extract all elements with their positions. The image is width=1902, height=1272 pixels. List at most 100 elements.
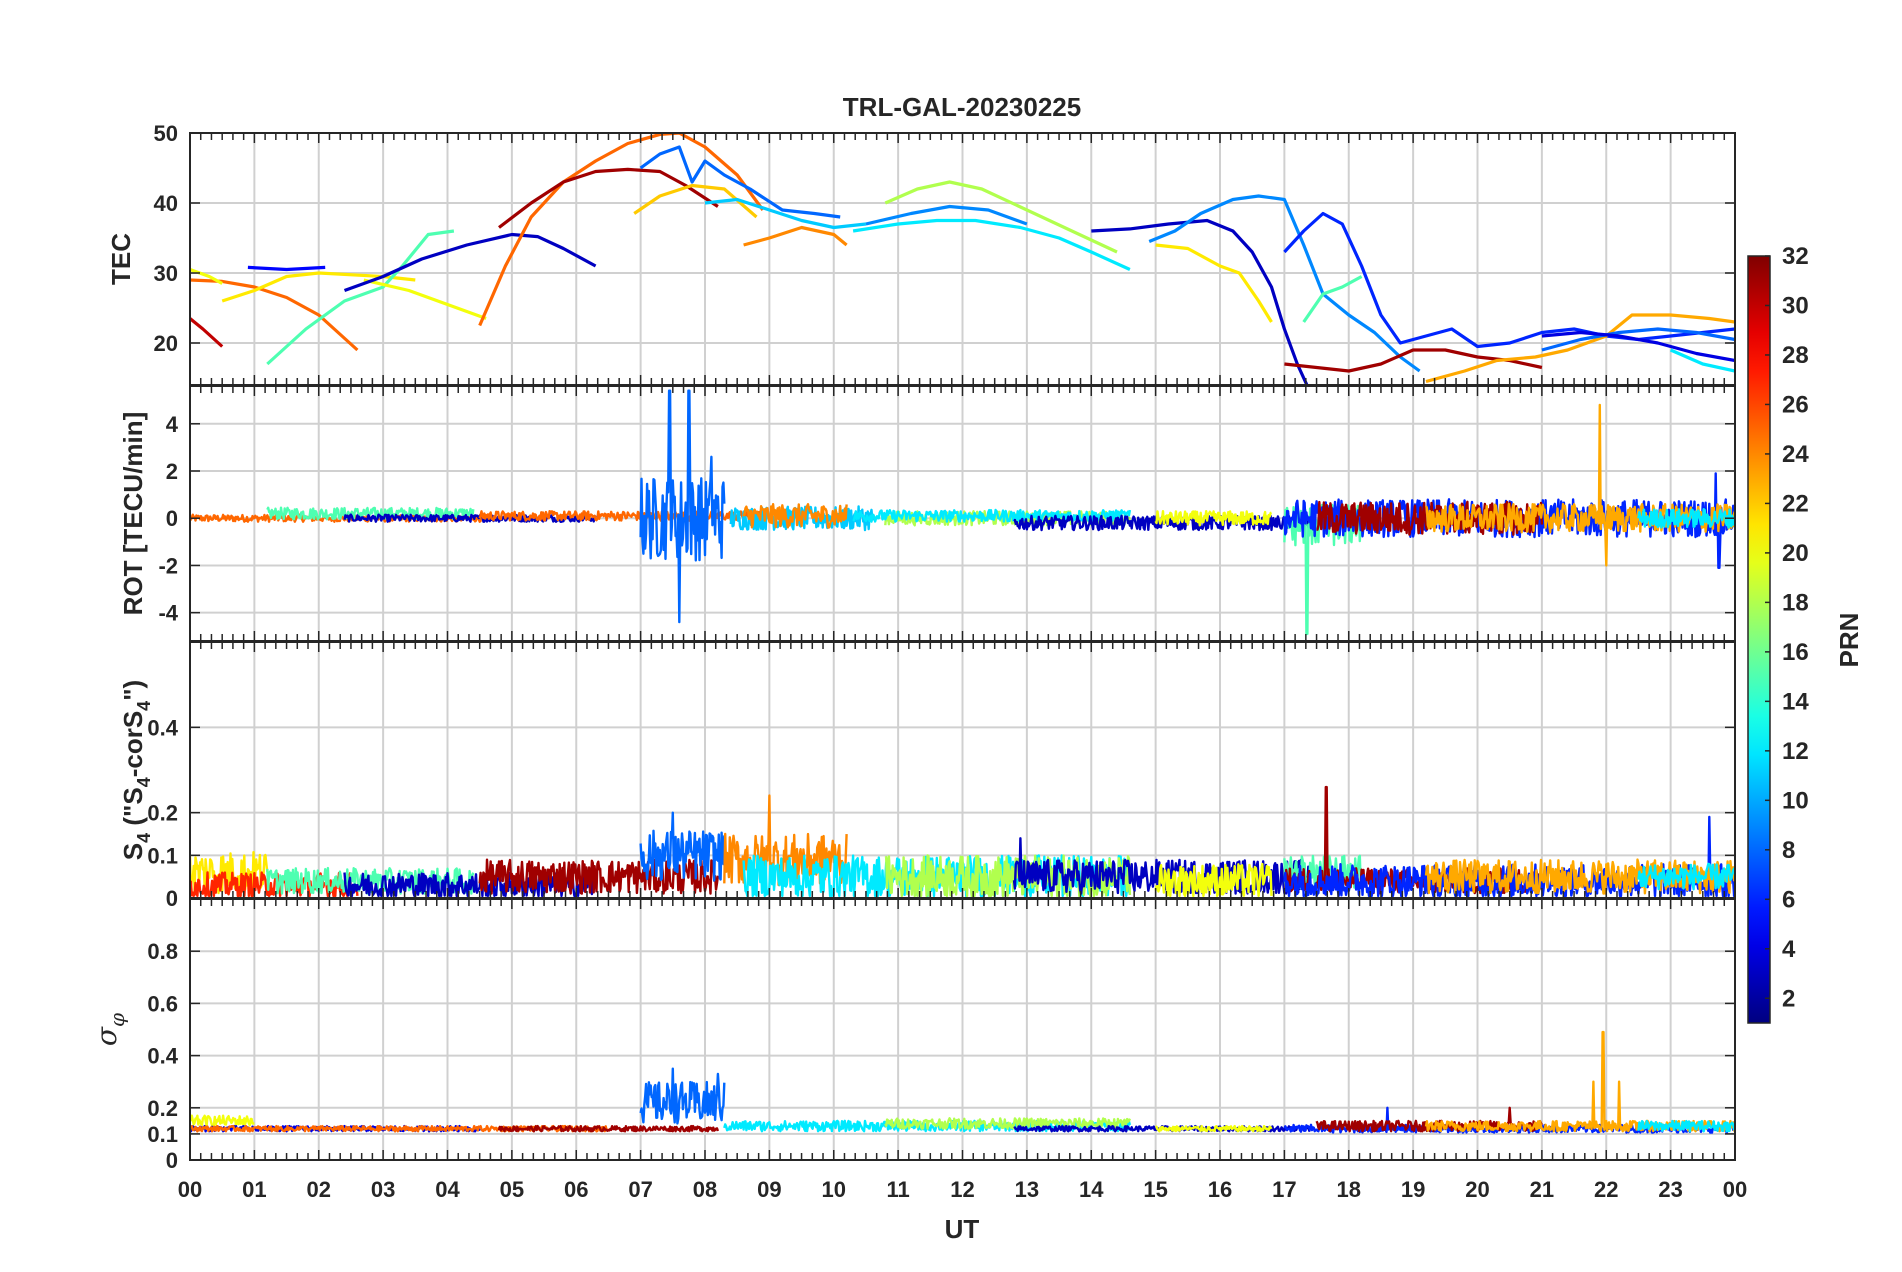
series-line-prn-12 — [1637, 862, 1735, 891]
x-tick-label: 02 — [307, 1177, 331, 1202]
y-tick-label: 0.4 — [147, 1044, 178, 1069]
series-line-prn-18 — [884, 854, 1132, 898]
colorbar-tick-label: 4 — [1782, 936, 1796, 963]
colorbar-bar — [1747, 255, 1771, 1024]
y-axis-label-part: σ — [90, 1026, 123, 1046]
x-tick-label: 05 — [500, 1177, 524, 1202]
colorbar-tick-label: 8 — [1782, 837, 1795, 864]
y-tick-label: 4 — [166, 412, 179, 437]
x-tick-label: 03 — [371, 1177, 395, 1202]
series-line-prn-20 — [190, 267, 223, 285]
y-axis-label-part: 4 — [134, 701, 154, 711]
y-axis-label: ROT [TECU/min] — [118, 412, 148, 616]
colorbar-tick-label: 22 — [1782, 490, 1809, 517]
x-tick-label: 23 — [1658, 1177, 1682, 1202]
colorbar-tick-label: 28 — [1782, 342, 1809, 369]
series-line-prn-15 — [266, 506, 475, 521]
series-line-prn-20 — [1154, 862, 1273, 898]
panel-tec: 20 30 40 50 TEC — [106, 121, 1736, 386]
x-tick-label: 04 — [435, 1177, 460, 1202]
colorbar-label: PRN — [1834, 613, 1864, 668]
series-line-prn-31 — [498, 167, 719, 229]
series-line-prn-23 — [1424, 403, 1735, 567]
y-tick-label: 0.2 — [147, 801, 178, 826]
series-line-prn-31 — [497, 1124, 720, 1133]
x-tick-label: 14 — [1079, 1177, 1104, 1202]
series-line-prn-24 — [723, 794, 848, 887]
y-axis-label-part: 4 — [134, 833, 154, 843]
y-tick-label: 50 — [154, 121, 178, 146]
y-axis-label-part: 4 — [134, 777, 154, 787]
y-axis-label: TEC — [106, 233, 136, 285]
series-group — [190, 133, 1735, 385]
y-axis-label-part: φ — [105, 1013, 129, 1027]
y-tick-label: -2 — [158, 553, 178, 578]
x-tick-label: 15 — [1143, 1177, 1167, 1202]
x-tick-label: 22 — [1594, 1177, 1618, 1202]
x-tick-label: 17 — [1272, 1177, 1296, 1202]
y-axis-label-part: S — [118, 843, 148, 860]
x-axis-label: UT — [945, 1214, 980, 1244]
colorbar-tick-label: 30 — [1782, 292, 1809, 319]
y-tick-label: -4 — [158, 601, 178, 626]
series-line-prn-11 — [704, 197, 867, 230]
series-line-prn-20 — [1154, 510, 1272, 527]
colorbar-tick-label: 18 — [1782, 589, 1809, 616]
series-line-prn-12 — [852, 508, 1132, 523]
colorbar-tick-label: 32 — [1782, 243, 1809, 270]
x-tick-label: 01 — [242, 1177, 266, 1202]
series-line-prn-5 — [247, 265, 326, 272]
series-line-prn-9 — [1148, 194, 1421, 373]
series-line-prn-15 — [266, 229, 455, 366]
series-line-prn-6 — [1283, 472, 1735, 569]
y-axis-label: σφ — [90, 1013, 129, 1046]
x-tick-label: 10 — [822, 1177, 846, 1202]
x-tick-label: 13 — [1015, 1177, 1039, 1202]
y-tick-label: 40 — [154, 191, 178, 216]
series-line-prn-18 — [884, 180, 1118, 254]
colorbar-tick-label: 10 — [1782, 787, 1809, 814]
y-tick-label: 0.1 — [147, 843, 178, 868]
series-group — [190, 1030, 1735, 1134]
series-line-prn-20 — [363, 278, 487, 321]
y-tick-label: 0 — [166, 886, 178, 911]
series-line-prn-23 — [1424, 858, 1735, 895]
series-line-prn-3 — [343, 232, 597, 293]
series-line-prn-4 — [1541, 330, 1735, 363]
colorbar-tick-label: 26 — [1782, 391, 1809, 418]
series-line-prn-8 — [639, 389, 726, 624]
colorbar-tick-label: 6 — [1782, 886, 1795, 913]
series-line-prn-21 — [221, 271, 416, 303]
series-line-prn-15 — [266, 866, 475, 895]
series-line-prn-30 — [190, 317, 224, 348]
series-line-prn-31 — [478, 858, 720, 895]
series-line-prn-9 — [865, 204, 1028, 226]
y-axis-label: S4 ("S4-corS4") — [118, 680, 154, 860]
y-axis-label-part: -corS — [118, 711, 148, 777]
colorbar-tick-label: 20 — [1782, 540, 1809, 567]
y-axis-label-part: ") — [118, 680, 148, 701]
colorbar-tick-label: 12 — [1782, 738, 1809, 765]
y-tick-label: 0.8 — [147, 939, 178, 964]
panel-sigma: 00.10.2 0.4 0.6 0.8 σφ — [90, 898, 1736, 1173]
panel-frame — [189, 898, 1736, 1161]
series-line-prn-24 — [742, 503, 848, 529]
series-line-prn-24 — [743, 225, 848, 247]
panel-s4: 0 0.1 0.2 0.4S4 ("S4-corS4") — [118, 641, 1736, 911]
y-tick-label: 0.4 — [147, 715, 178, 740]
series-line-prn-8 — [1541, 327, 1735, 352]
series-line-prn-25 — [478, 133, 765, 327]
series-line-prn-25 — [190, 513, 487, 523]
chart-title: TRL-GAL-20230225 — [843, 92, 1081, 122]
x-tick-label: 11 — [886, 1177, 909, 1202]
series-line-prn-8 — [639, 811, 726, 882]
series-line-prn-21 — [1155, 243, 1273, 323]
y-tick-label: 0 — [166, 506, 178, 531]
y-tick-label: 2 — [166, 459, 178, 484]
y-tick-label: 0.1 — [147, 1122, 178, 1147]
panel-rot: -4 -2 0 2 4 ROT [TECU/min] — [118, 385, 1736, 642]
x-tick-label: 21 — [1530, 1177, 1554, 1202]
